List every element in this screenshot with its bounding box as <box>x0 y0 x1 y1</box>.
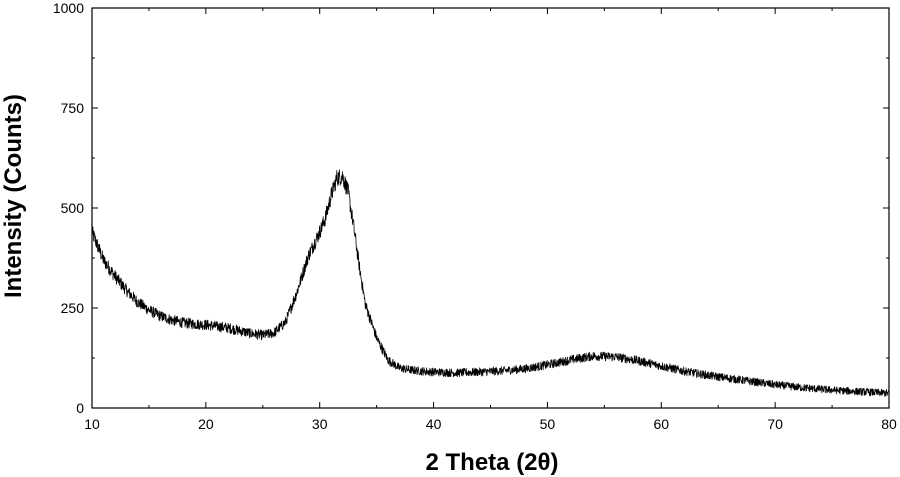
x-tick-labels: 10 20 30 40 50 60 70 80 <box>84 416 897 432</box>
x-tick-label: 60 <box>653 416 669 432</box>
y-tick-labels: 0 250 500 750 1000 <box>53 0 84 416</box>
series-line <box>91 169 890 397</box>
x-tick-label: 50 <box>540 416 556 432</box>
x-tick-label: 20 <box>198 416 214 432</box>
x-tick-label: 40 <box>426 416 442 432</box>
x-tick-label: 10 <box>84 416 100 432</box>
plot-frame <box>91 7 890 409</box>
plot-area <box>91 7 890 409</box>
y-tick-label: 250 <box>61 300 85 316</box>
x-tick-label: 30 <box>312 416 328 432</box>
y-tick-label: 1000 <box>53 0 84 16</box>
y-axis-title: Intensity (Counts) <box>0 94 27 298</box>
y-tick-label: 750 <box>61 100 85 116</box>
y-tick-label: 0 <box>76 400 84 416</box>
y-tick-label: 500 <box>61 200 85 216</box>
x-axis-title: 2 Theta (2θ) <box>426 449 559 476</box>
axis-ticks <box>91 7 890 409</box>
x-tick-label: 70 <box>767 416 783 432</box>
x-tick-label: 80 <box>881 416 897 432</box>
